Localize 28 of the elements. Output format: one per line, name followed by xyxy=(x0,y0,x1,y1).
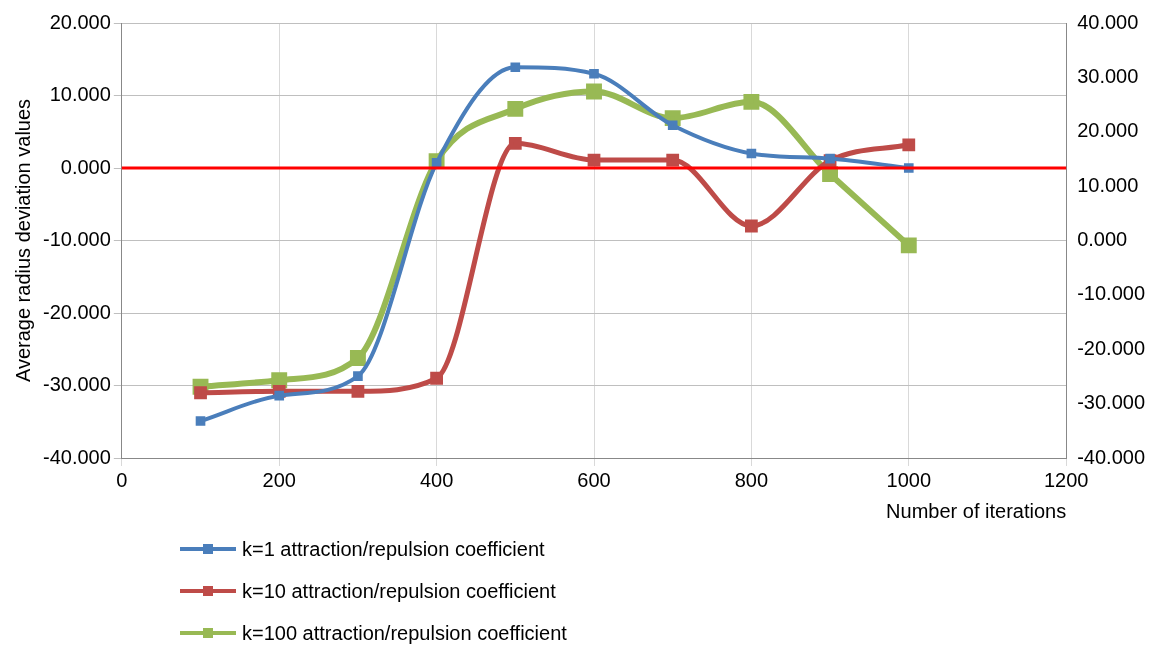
y2-tick-label: 30.000 xyxy=(1077,64,1139,87)
x-tick-label: 1000 xyxy=(886,468,932,491)
y2-tick-label: 10.000 xyxy=(1077,173,1139,196)
y-tick-label: 20.000 xyxy=(49,10,111,33)
legend-label: k=100 attraction/repulsion coefficient xyxy=(242,621,567,645)
x-tick-label: 400 xyxy=(419,468,454,491)
y-axis-title: Average radius deviation values xyxy=(11,98,34,383)
y2-tick-label: 0.000 xyxy=(1077,228,1128,251)
legend-label: k=1 attraction/repulsion coefficient xyxy=(242,537,545,561)
legend-label: k=10 attraction/repulsion coefficient xyxy=(242,579,556,603)
x-tick-label: 200 xyxy=(262,468,296,491)
y2-tick-label: -20.000 xyxy=(1077,336,1146,359)
x-tick-label: 1200 xyxy=(1043,468,1089,491)
x-tick-label: 600 xyxy=(577,468,611,491)
y-tick-label: -30.000 xyxy=(42,373,111,396)
x-tick-label: 800 xyxy=(734,468,769,491)
y-tick-label: -20.000 xyxy=(42,300,111,323)
y2-tick-label: 40.000 xyxy=(1077,10,1139,33)
y2-tick-label: -10.000 xyxy=(1077,282,1146,305)
y-tick-label: -10.000 xyxy=(42,228,111,251)
x-tick-label: 0 xyxy=(116,468,128,491)
y2-tick-label: 20.000 xyxy=(1077,119,1139,142)
y-tick-label: 0.000 xyxy=(60,155,111,178)
y2-tick-label: -40.000 xyxy=(1077,445,1146,468)
x-axis-title: Number of iterations xyxy=(886,499,1067,522)
y2-tick-label: -30.000 xyxy=(1077,391,1146,414)
y-tick-label: -40.000 xyxy=(42,445,111,468)
y-tick-label: 10.000 xyxy=(49,83,111,106)
